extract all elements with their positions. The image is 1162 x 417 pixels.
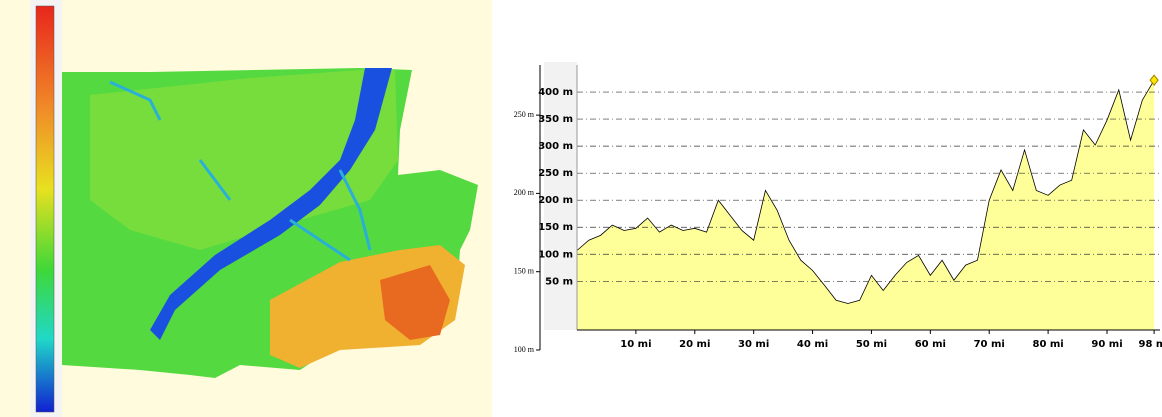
x-tick-label: 70 mi	[974, 339, 1005, 350]
y-tick-label: 50 m	[545, 276, 573, 287]
x-tick-label: 60 mi	[915, 339, 946, 350]
end-marker	[1150, 75, 1158, 85]
y-tick-label: 400 m	[538, 87, 573, 98]
map	[0, 0, 492, 417]
x-tick-label: 98 mi	[1138, 339, 1162, 350]
y-tick-label: 150 m	[538, 222, 573, 233]
y-tick-label: 350 m	[538, 114, 573, 125]
y-tick-label: 250 m	[538, 168, 573, 179]
x-tick-label: 50 mi	[856, 339, 887, 350]
area-fill	[577, 80, 1154, 330]
page: 50 m100 m150 m200 m250 m300 m350 m400 m1…	[0, 0, 1162, 417]
y-tick-label: 300 m	[538, 141, 573, 152]
y2-tick-label: 150 m	[514, 267, 535, 276]
y-tick-label: 200 m	[538, 195, 573, 206]
color-scale	[36, 6, 54, 412]
x-tick-label: 10 mi	[620, 339, 651, 350]
y2-tick-label: 200 m	[514, 188, 535, 197]
x-tick-label: 20 mi	[679, 339, 710, 350]
y2-tick-label: 100 m	[514, 345, 535, 354]
x-tick-label: 30 mi	[738, 339, 769, 350]
y2-tick-label: 250 m	[514, 110, 535, 119]
x-tick-label: 80 mi	[1032, 339, 1063, 350]
y-tick-label: 100 m	[538, 249, 573, 260]
x-tick-label: 90 mi	[1091, 339, 1122, 350]
x-tick-label: 40 mi	[797, 339, 828, 350]
